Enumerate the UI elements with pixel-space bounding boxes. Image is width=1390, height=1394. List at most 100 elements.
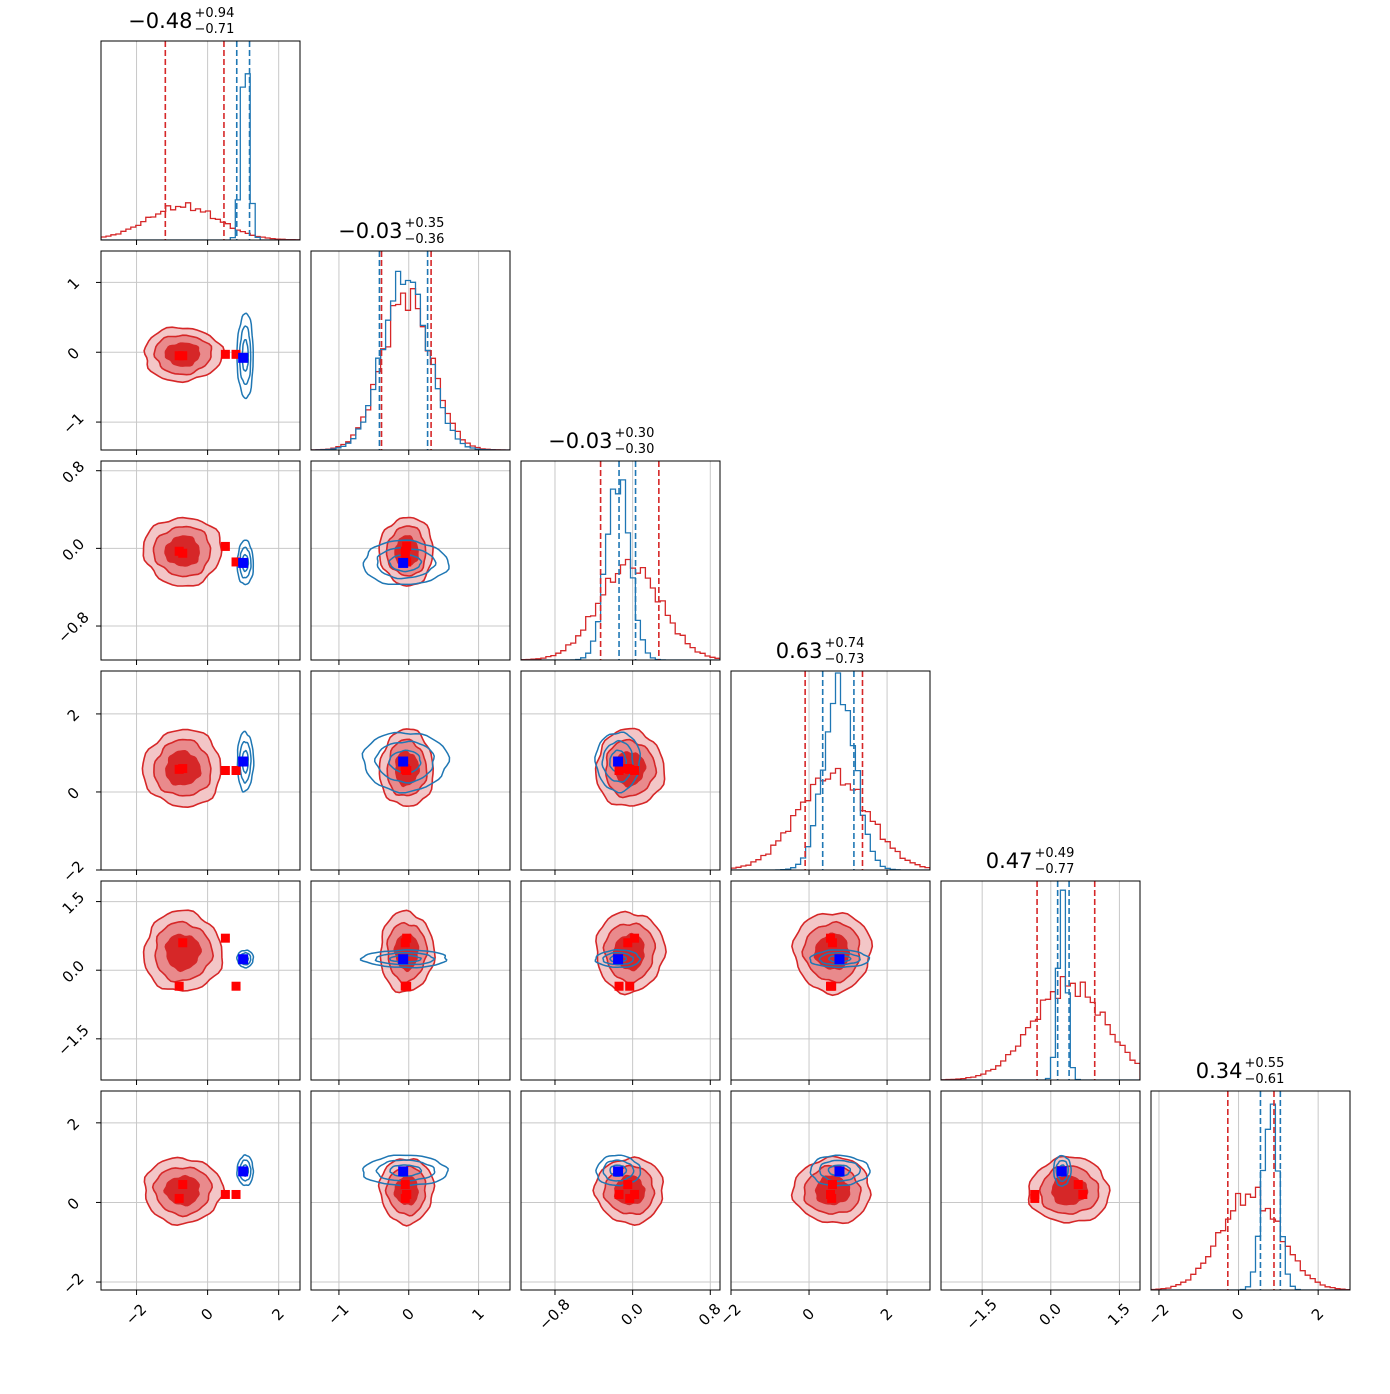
x-tick-label: 1: [468, 1305, 487, 1324]
truth-marker: [238, 756, 249, 767]
density-contour-b: [389, 1164, 423, 1177]
y-tick-label: 0.0: [59, 957, 89, 987]
panel-frame: [100, 460, 301, 661]
density-contour-b: [594, 949, 642, 969]
secondary-point-marker: [614, 1189, 624, 1199]
panel-frame: [520, 670, 721, 871]
density-contour-b: [388, 954, 423, 963]
secondary-point-marker: [402, 981, 412, 991]
truth-marker: [238, 954, 249, 965]
secondary-point-marker: [625, 764, 635, 774]
secondary-point-marker: [178, 938, 188, 948]
y-tick-label: 0: [64, 344, 83, 363]
density-contour-b: [373, 740, 435, 784]
density-contour-b: [388, 749, 422, 774]
panel-5-5: [1150, 1090, 1351, 1295]
y-tick-label: −0.8: [54, 608, 92, 646]
density-contour-b: [375, 1159, 436, 1182]
secondary-point-marker: [826, 933, 835, 943]
panel-frame: [730, 880, 931, 1081]
secondary-point-marker: [178, 1180, 188, 1190]
histogram-series-a: [101, 202, 300, 240]
secondary-point-marker: [231, 349, 241, 359]
density-contour-b: [236, 730, 255, 793]
density-contour-b: [374, 951, 436, 966]
y-tick-label: 1.5: [59, 888, 89, 918]
y-tick-label: −2: [59, 1269, 87, 1297]
secondary-point-marker: [827, 938, 837, 948]
secondary-point-marker: [630, 766, 640, 775]
secondary-point-marker: [1078, 1189, 1088, 1199]
panel-frame: [100, 250, 301, 451]
histogram-series-a: [1151, 1186, 1350, 1290]
x-tick-label: 0.0: [617, 1300, 647, 1330]
panel-title-upper-error: +0.94: [195, 6, 235, 21]
secondary-point-marker: [1030, 1189, 1040, 1199]
y-tick-label: 0: [64, 1194, 83, 1213]
panel-3-1: [310, 670, 511, 875]
histogram-series-b: [101, 73, 300, 240]
panel-frame: [520, 880, 721, 1081]
panel-2-1: [310, 460, 511, 665]
x-tick-label: 0: [799, 1305, 818, 1324]
secondary-point-marker: [174, 351, 184, 361]
panel-frame: [310, 460, 511, 661]
histogram-series-b: [311, 270, 510, 450]
panel-title-median: 0.47: [986, 849, 1033, 873]
y-tick-label: −1.5: [54, 1021, 92, 1059]
panel-0-0: [100, 40, 301, 245]
secondary-point-marker: [400, 938, 410, 948]
panel-frame: [520, 460, 721, 661]
secondary-point-marker: [1073, 1180, 1083, 1190]
x-tick-label: 2: [268, 1305, 287, 1324]
truth-marker: [398, 756, 409, 767]
secondary-point-marker: [623, 1180, 633, 1190]
panel-frame: [100, 40, 301, 241]
density-contour-b: [602, 1159, 635, 1182]
panel-5-3: [730, 1090, 931, 1295]
y-tick-label: −1: [59, 409, 87, 437]
x-tick-label: −1.5: [962, 1295, 1000, 1333]
secondary-point-marker: [625, 981, 635, 991]
density-contour-b: [362, 1154, 449, 1187]
density-contour-b: [1055, 1159, 1069, 1183]
secondary-point-marker: [220, 1189, 230, 1199]
x-tick-label: 0: [197, 1305, 216, 1324]
x-tick-label: 0: [398, 1305, 417, 1324]
density-contour-b: [594, 731, 641, 794]
panel-1-0: [96, 250, 301, 455]
density-contour-b: [1052, 1154, 1072, 1187]
panel-frame: [310, 1090, 511, 1291]
histogram-series-b: [731, 672, 930, 870]
y-tick-label: 1: [64, 274, 83, 293]
density-contour-b: [818, 1159, 862, 1182]
secondary-point-marker: [827, 1180, 837, 1190]
panel-title-median: −0.48: [128, 9, 192, 33]
histogram-series-a: [311, 288, 510, 450]
panel-title-median: 0.34: [1196, 1059, 1243, 1083]
density-contour-b: [376, 546, 437, 580]
secondary-point-marker: [630, 933, 640, 943]
secondary-point-marker: [630, 1189, 640, 1199]
panel-frame: [310, 880, 511, 1081]
panel-frame: [520, 1090, 721, 1291]
density-contour-b: [827, 1164, 852, 1178]
x-tick-label: −0.8: [535, 1295, 573, 1333]
panel-frame: [730, 1090, 931, 1291]
density-contour-b: [818, 951, 861, 966]
x-tick-label: −2: [716, 1300, 744, 1328]
panel-5-0: [96, 1090, 301, 1295]
panel-title-upper-error: +0.35: [405, 216, 445, 231]
truth-marker: [834, 1166, 845, 1177]
density-contour-b: [362, 539, 450, 586]
x-tick-label: 2: [877, 1305, 896, 1324]
x-tick-label: 0.0: [1035, 1300, 1065, 1330]
panel-title-median: −0.03: [338, 219, 402, 243]
y-tick-label: 2: [64, 1115, 83, 1134]
x-tick-label: −2: [122, 1300, 150, 1328]
y-tick-label: 2: [64, 706, 83, 725]
panel-3-3: [730, 670, 931, 875]
density-contour-b: [601, 739, 634, 783]
x-tick-label: 2: [1308, 1305, 1327, 1324]
